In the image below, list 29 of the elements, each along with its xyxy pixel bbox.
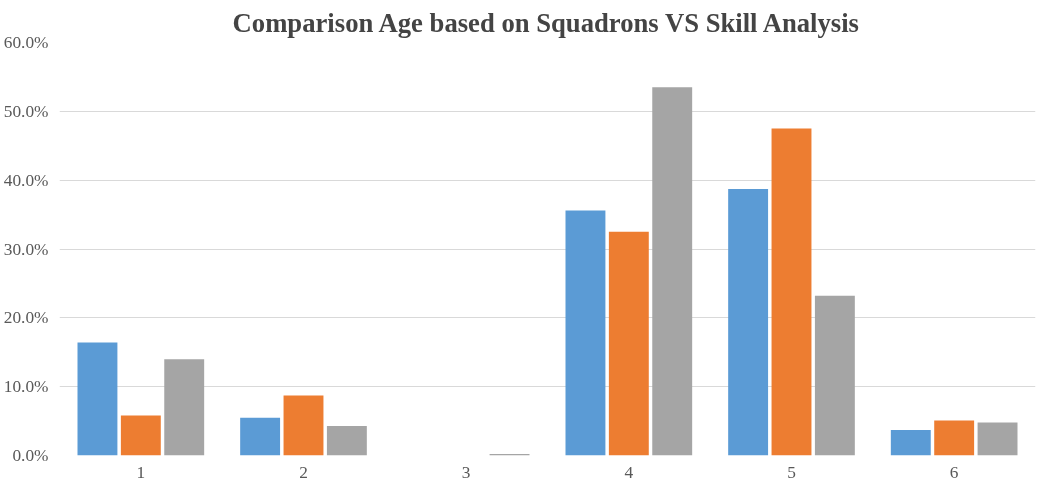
- bar: [652, 87, 693, 456]
- bar: [728, 189, 769, 456]
- y-tick-label: 20.0%: [3, 308, 49, 328]
- y-tick-label: 60.0%: [3, 33, 49, 52]
- y-tick-label: 10.0%: [3, 377, 49, 397]
- chart-title: Comparison Age based on Squadrons VS Skill Analysis: [232, 7, 860, 38]
- x-tick-label: 4: [624, 462, 634, 482]
- y-tick-label: 30.0%: [3, 239, 49, 259]
- bar: [240, 417, 281, 456]
- x-tick-label: 2: [299, 462, 308, 482]
- bar: [934, 420, 975, 456]
- x-tick-label: 1: [136, 462, 146, 482]
- bar: [283, 395, 324, 456]
- bar: [120, 415, 161, 456]
- bar: [977, 422, 1018, 456]
- bar: [771, 128, 812, 456]
- y-tick-label: 0.0%: [12, 446, 49, 465]
- y-tick-label: 40.0%: [3, 170, 49, 190]
- x-tick-label: 3: [461, 462, 471, 482]
- bar: [77, 342, 118, 456]
- bar: [890, 430, 931, 456]
- bar: [326, 425, 367, 456]
- x-tick-label: 6: [949, 462, 959, 482]
- y-tick-label: 50.0%: [3, 101, 49, 121]
- x-tick-label: 5: [787, 462, 796, 482]
- bar: [608, 231, 649, 456]
- bar: [164, 359, 205, 456]
- bar: [814, 295, 855, 456]
- bar: [565, 210, 606, 456]
